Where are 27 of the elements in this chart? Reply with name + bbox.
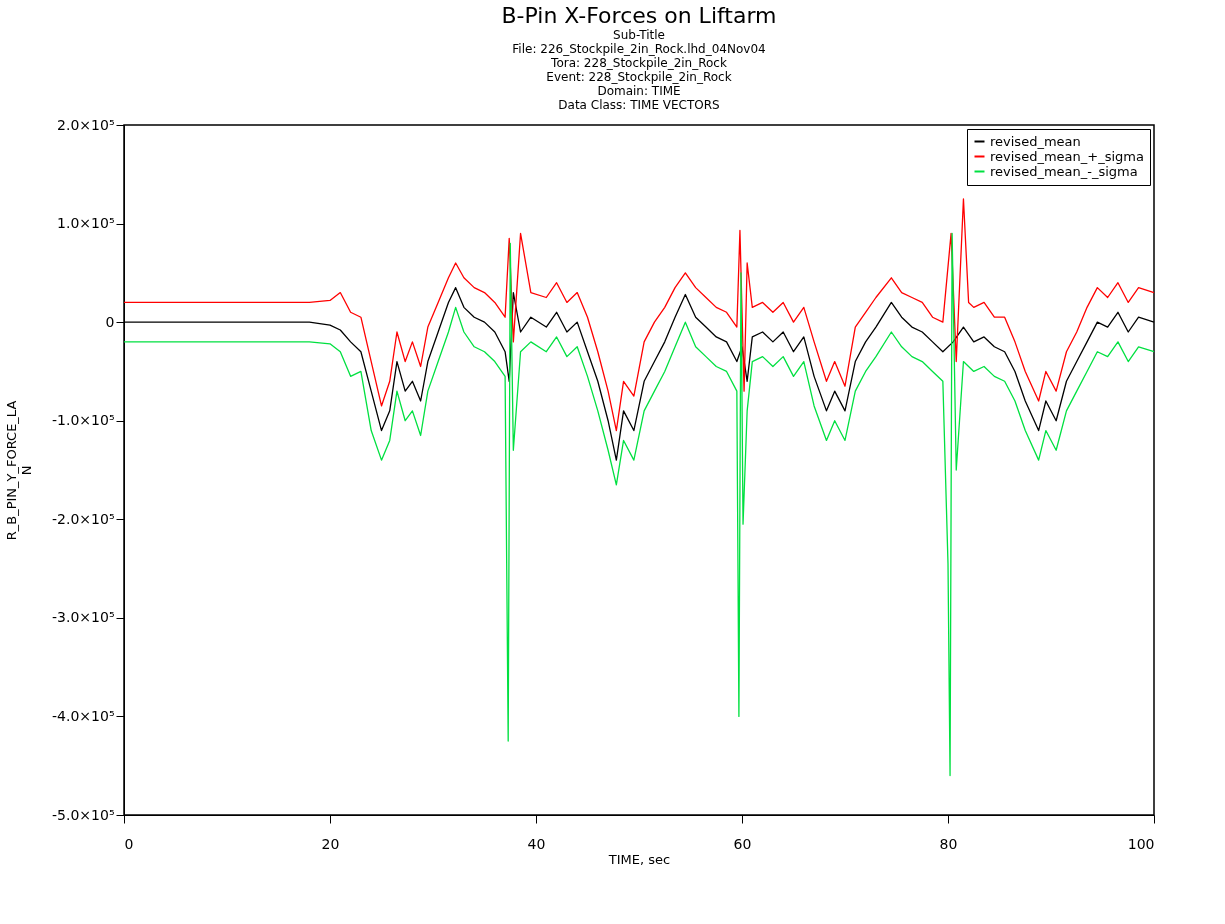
x-tick-label: 40: [527, 835, 546, 852]
text: Data Class: TIME VECTORS: [558, 98, 720, 112]
y-tick-label: 0: [105, 313, 115, 330]
chart-subtitle: Sub-Title: [613, 28, 665, 42]
legend-label: revised_mean_+_sigma: [990, 148, 1144, 164]
legend-label: revised_mean_-_sigma: [990, 163, 1138, 179]
text: Event: 228_Stockpile_2in_Rock: [546, 70, 732, 84]
x-tick-label: 0: [124, 835, 134, 852]
x-tick-label: 60: [733, 835, 752, 852]
text: Domain: TIME: [597, 84, 681, 98]
chart-title: B-Pin X-Forces on Liftarm: [501, 3, 777, 28]
y-tick-label: -5.0×10⁵: [52, 806, 115, 823]
y-axis-title: R_B_PIN_Y_FORCE_LA N: [4, 400, 35, 541]
x-tick-label: 20: [321, 835, 340, 852]
x-tick-label: 80: [939, 835, 958, 852]
x-axis-title: TIME, sec: [607, 851, 671, 867]
legend-label: revised_mean: [990, 133, 1081, 149]
text: File: 226_Stockpile_2in_Rock.lhd_04Nov04: [512, 42, 766, 56]
text: Tora: 228_Stockpile_2in_Rock: [550, 56, 727, 70]
y-tick-label: 2.0×10⁵: [57, 116, 115, 133]
y-tick-label: -4.0×10⁵: [52, 707, 115, 724]
line-series: [123, 198, 1155, 432]
y-tick-label: -1.0×10⁵: [52, 412, 115, 429]
y-tick-label: -3.0×10⁵: [52, 609, 115, 626]
x-tick-label: 100: [1127, 835, 1155, 852]
y-tick-label: -2.0×10⁵: [52, 510, 115, 527]
y-tick-label: 1.0×10⁵: [57, 215, 115, 232]
